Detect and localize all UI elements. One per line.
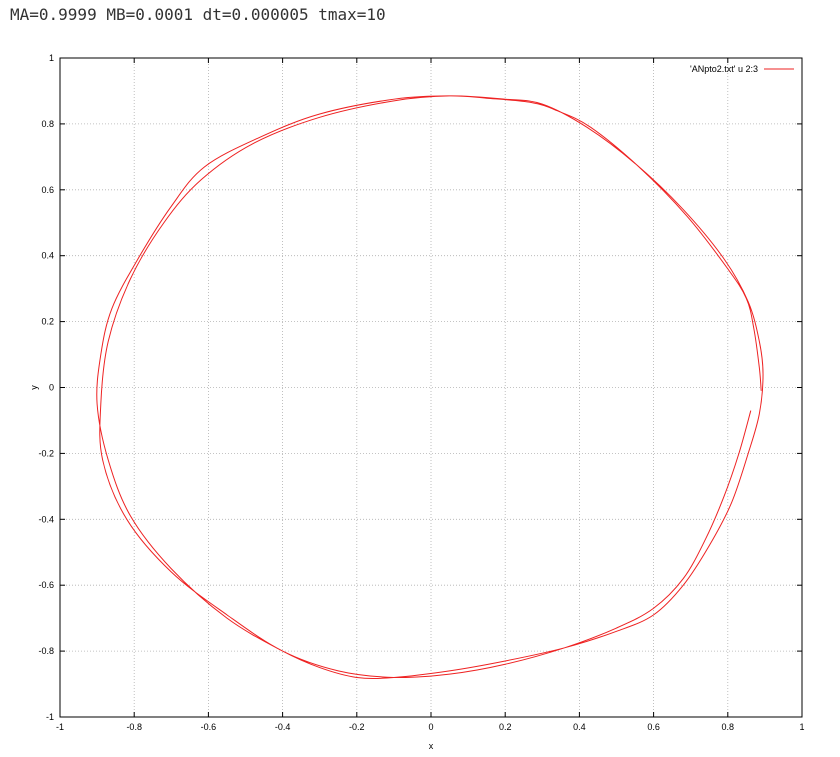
x-tick-label: 0.6 bbox=[647, 722, 660, 732]
y-tick-label: -1 bbox=[46, 712, 54, 722]
y-tick-label: 1 bbox=[49, 53, 54, 63]
plot-caption: MA=0.9999 MB=0.0001 dt=0.000005 tmax=10 bbox=[10, 5, 386, 24]
x-axis-label: x bbox=[429, 741, 434, 751]
x-tick-label: -0.4 bbox=[275, 722, 291, 732]
x-tick-label: 0.8 bbox=[722, 722, 735, 732]
y-tick-label: 0.6 bbox=[41, 185, 54, 195]
y-tick-label: 0.8 bbox=[41, 119, 54, 129]
x-tick-label: -0.6 bbox=[201, 722, 217, 732]
x-tick-label: -1 bbox=[56, 722, 64, 732]
legend-entry-label: 'ANpto2.txt' u 2:3 bbox=[690, 64, 758, 74]
grid-lines bbox=[60, 58, 802, 717]
x-tick-label: -0.2 bbox=[349, 722, 365, 732]
x-tick-label: 0.2 bbox=[499, 722, 512, 732]
axis-ticks: -1 -0.8 -0.6 -0.4 -0.2 0 0.2 0.4 0.6 0.8 1 -1 -0.8 -0… bbox=[38, 53, 804, 732]
x-tick-label: 1 bbox=[799, 722, 804, 732]
series-line bbox=[96, 95, 764, 679]
x-tick-label: 0 bbox=[428, 722, 433, 732]
series-layer bbox=[96, 95, 764, 679]
y-tick-label: 0 bbox=[49, 383, 54, 393]
y-tick-label: -0.6 bbox=[38, 580, 54, 590]
y-tick-label: 0.4 bbox=[41, 251, 54, 261]
x-tick-label: -0.8 bbox=[126, 722, 142, 732]
y-tick-label: -0.2 bbox=[38, 448, 54, 458]
y-tick-label: -0.4 bbox=[38, 514, 54, 524]
y-tick-label: 0.2 bbox=[41, 317, 54, 327]
y-axis-label: y bbox=[29, 385, 39, 390]
legend: 'ANpto2.txt' u 2:3 bbox=[690, 64, 794, 74]
x-tick-label: 0.4 bbox=[573, 722, 586, 732]
y-tick-label: -0.8 bbox=[38, 646, 54, 656]
